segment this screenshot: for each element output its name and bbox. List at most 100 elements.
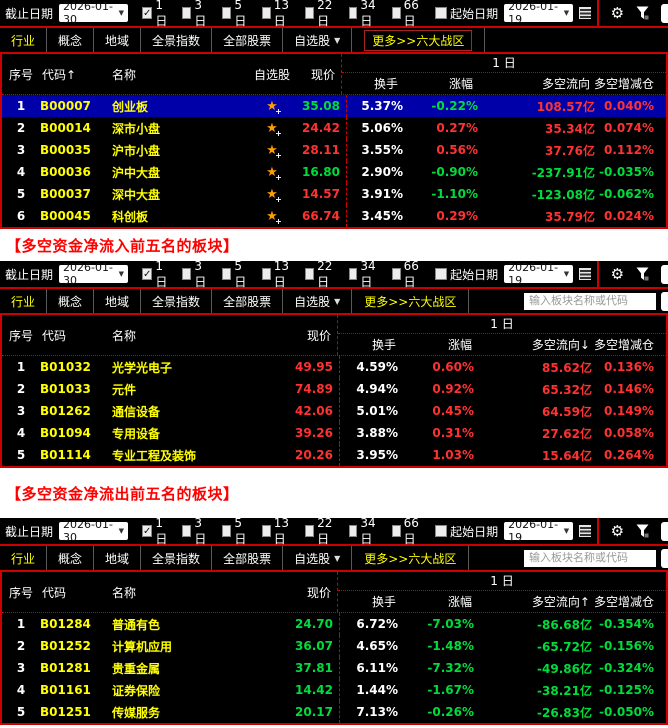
checkbox-unchecked[interactable] xyxy=(182,7,192,19)
board-search-input[interactable] xyxy=(524,549,656,567)
col-name[interactable]: 名称 xyxy=(112,67,137,82)
col-code[interactable]: 代码 xyxy=(42,328,67,343)
period-checkbox-66日[interactable]: 66日 xyxy=(391,516,422,547)
board-search-input[interactable] xyxy=(524,292,656,310)
col-price[interactable]: 现价 xyxy=(310,67,335,82)
col-watchlist[interactable]: 自选股 xyxy=(253,67,290,82)
tab-全部股票[interactable]: 全部股票 xyxy=(212,289,284,313)
table-row[interactable]: 3 B00035 沪市小盘 ★ 28.11 3.55% 0.56% 37.76亿 0.112% xyxy=(2,139,666,161)
table-row[interactable]: 6 B00045 科创板 ★ 66.74 3.45% 0.29% 35.79亿 0.024% xyxy=(2,205,666,227)
start-date-checkbox[interactable] xyxy=(435,525,448,537)
start-date-select[interactable]: 2026-01-19 ▼ xyxy=(504,0,574,26)
table-row[interactable]: 5 B00037 深中大盘 ★ 14.57 3.91% -1.10% -123.08亿 -0.0… xyxy=(2,183,666,205)
col-code-sorted[interactable]: 代码↑ xyxy=(42,67,77,82)
tab-全部股票[interactable]: 全部股票 xyxy=(212,28,284,52)
period-checkbox-5日[interactable]: 5日 xyxy=(222,0,249,29)
filter-icon[interactable] xyxy=(636,524,649,538)
checkbox-unchecked[interactable] xyxy=(348,525,358,537)
tab-概念[interactable]: 概念 xyxy=(47,28,95,52)
start-date-select[interactable]: 2026-01-19 ▼ xyxy=(504,518,574,544)
tab-地域[interactable]: 地域 xyxy=(94,289,142,313)
table-row[interactable]: 2 B01252 计算机应用 36.07 4.65% -1.48% -65.72亿 -0.15… xyxy=(2,635,666,657)
col-turnover[interactable]: 换手 xyxy=(373,77,398,91)
gear-icon[interactable]: ⚙ xyxy=(610,521,625,540)
clipped-control[interactable] xyxy=(661,522,668,541)
col-flow-sorted-asc[interactable]: 多空流向↑ xyxy=(531,595,590,609)
tab-自选股[interactable]: 自选股 ▼ xyxy=(283,289,353,313)
gear-icon[interactable]: ⚙ xyxy=(610,264,625,283)
checkbox-unchecked[interactable] xyxy=(182,268,192,280)
checkbox-checked[interactable]: ✓ xyxy=(142,525,153,537)
checkbox-unchecked[interactable] xyxy=(305,525,315,537)
checkbox-unchecked[interactable] xyxy=(391,7,401,19)
period-checkbox-66日[interactable]: 66日 xyxy=(391,259,422,290)
col-seq[interactable]: 序号 xyxy=(8,328,33,343)
checkbox-checked[interactable]: ✓ xyxy=(142,7,153,19)
period-checkbox-34日[interactable]: 34日 xyxy=(348,259,379,290)
layout-list-icon[interactable] xyxy=(579,268,591,280)
table-row[interactable]: 4 B01094 专用设备 39.26 3.88% 0.31% 27.62亿 0.058% xyxy=(2,422,666,444)
col-position-change[interactable]: 多空增减仓 xyxy=(593,77,654,91)
clipped-search-button[interactable] xyxy=(661,292,668,311)
table-row[interactable]: 5 B01114 专业工程及装饰 20.26 3.95% 1.03% 15.64亿 0.264… xyxy=(2,444,666,466)
table-row[interactable]: 2 B01033 元件 74.89 4.94% 0.92% 65.32亿 0.146% xyxy=(2,378,666,400)
checkbox-unchecked[interactable] xyxy=(305,7,315,19)
tab-地域[interactable]: 地域 xyxy=(94,28,142,52)
checkbox-unchecked[interactable] xyxy=(262,7,271,19)
checkbox-checked[interactable]: ✓ xyxy=(142,268,153,280)
tab-自选股[interactable]: 自选股 ▼ xyxy=(283,546,353,570)
period-checkbox-3日[interactable]: 3日 xyxy=(182,0,209,29)
checkbox-unchecked[interactable] xyxy=(222,268,232,280)
watchlist-star-icon[interactable]: ★ xyxy=(266,209,281,226)
watchlist-star-icon[interactable]: ★ xyxy=(266,165,281,182)
tab-自选股[interactable]: 自选股 ▼ xyxy=(283,28,353,52)
clipped-search-button[interactable] xyxy=(661,549,668,568)
tab-more-zones[interactable]: 更多>>六大战区 xyxy=(364,294,457,309)
checkbox-unchecked[interactable] xyxy=(391,525,401,537)
col-position-change[interactable]: 多空增减仓 xyxy=(593,338,654,352)
checkbox-unchecked[interactable] xyxy=(391,268,401,280)
table-row[interactable]: 4 B01161 证券保险 14.42 1.44% -1.67% -38.21亿 -0.125… xyxy=(2,679,666,701)
tab-行业[interactable]: 行业 xyxy=(0,546,48,570)
col-seq[interactable]: 序号 xyxy=(8,67,33,82)
period-checkbox-22日[interactable]: 22日 xyxy=(305,259,335,290)
tab-全景指数[interactable]: 全景指数 xyxy=(141,28,213,52)
gear-icon[interactable]: ⚙ xyxy=(610,3,625,22)
tab-概念[interactable]: 概念 xyxy=(47,546,95,570)
period-checkbox-3日[interactable]: 3日 xyxy=(182,516,209,547)
tab-全景指数[interactable]: 全景指数 xyxy=(141,546,213,570)
table-row[interactable]: 5 B01251 传媒服务 20.17 7.13% -0.26% -26.83亿 -0.050… xyxy=(2,701,666,723)
col-turnover[interactable]: 换手 xyxy=(371,338,396,352)
tab-more-zones[interactable]: 更多>>六大战区 xyxy=(364,29,473,51)
checkbox-unchecked[interactable] xyxy=(348,268,358,280)
period-checkbox-34日[interactable]: 34日 xyxy=(348,516,379,547)
col-turnover[interactable]: 换手 xyxy=(371,595,396,609)
col-flow-sorted-desc[interactable]: 多空流向↓ xyxy=(531,338,590,352)
end-date-select[interactable]: 2026-01-30 ▼ xyxy=(59,518,128,544)
table-row[interactable]: 1 B00007 创业板 ★ 35.08 5.37% -0.22% 108.57亿 0.040% xyxy=(2,95,666,117)
checkbox-unchecked[interactable] xyxy=(222,7,232,19)
layout-list-icon[interactable] xyxy=(579,7,591,19)
period-checkbox-34日[interactable]: 34日 xyxy=(348,0,379,29)
period-checkbox-13日[interactable]: 13日 xyxy=(262,516,292,547)
col-change[interactable]: 涨幅 xyxy=(448,77,473,91)
watchlist-star-icon[interactable]: ★ xyxy=(266,121,281,138)
end-date-select[interactable]: 2026-01-30 ▼ xyxy=(59,0,128,26)
period-checkbox-5日[interactable]: 5日 xyxy=(222,259,249,290)
checkbox-unchecked[interactable] xyxy=(348,7,358,19)
tab-行业[interactable]: 行业 xyxy=(0,28,48,52)
tab-全景指数[interactable]: 全景指数 xyxy=(141,289,213,313)
clipped-control[interactable] xyxy=(661,4,668,23)
period-checkbox-13日[interactable]: 13日 xyxy=(262,0,292,29)
table-row[interactable]: 3 B01281 贵重金属 37.81 6.11% -7.32% -49.86亿 -0.324… xyxy=(2,657,666,679)
start-date-select[interactable]: 2026-01-19 ▼ xyxy=(504,261,574,287)
layout-list-icon[interactable] xyxy=(579,525,591,537)
end-date-select[interactable]: 2026-01-30 ▼ xyxy=(59,261,128,287)
filter-icon[interactable] xyxy=(636,267,649,281)
col-change[interactable]: 涨幅 xyxy=(447,595,472,609)
col-name[interactable]: 名称 xyxy=(112,328,137,343)
checkbox-unchecked[interactable] xyxy=(262,268,271,280)
col-position-change[interactable]: 多空增减仓 xyxy=(593,595,654,609)
col-name[interactable]: 名称 xyxy=(112,585,137,600)
col-price[interactable]: 现价 xyxy=(306,328,331,343)
